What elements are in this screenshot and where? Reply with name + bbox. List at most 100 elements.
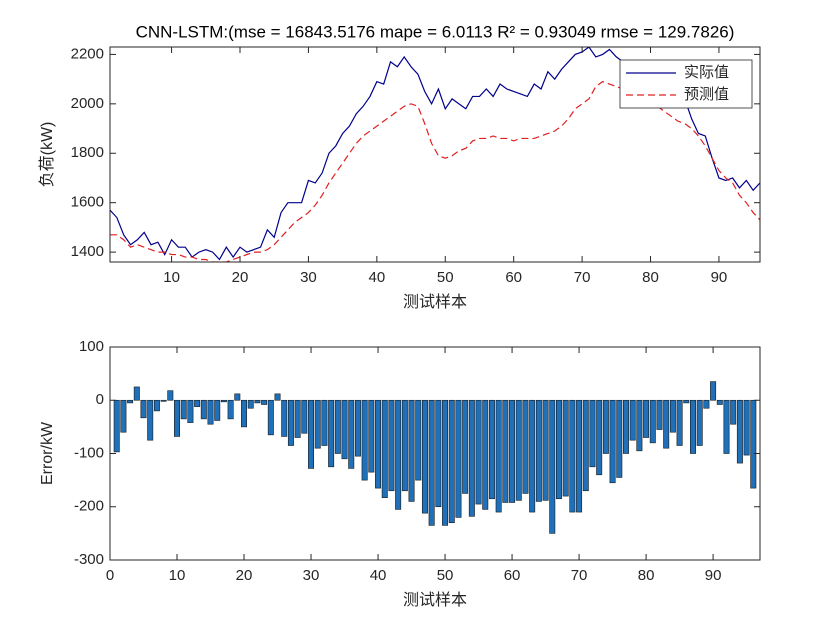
bar bbox=[736, 399, 743, 464]
bar bbox=[549, 399, 556, 534]
bar bbox=[656, 399, 663, 430]
x-tick-label: 40 bbox=[370, 567, 387, 584]
bar bbox=[616, 399, 623, 478]
bar bbox=[328, 399, 335, 468]
x-tick-label: 10 bbox=[169, 567, 186, 584]
legend-label: 预测值 bbox=[684, 86, 729, 103]
x-tick-label: 30 bbox=[300, 269, 317, 286]
bar bbox=[200, 399, 207, 420]
bar bbox=[314, 399, 321, 449]
bar bbox=[361, 399, 368, 481]
bar bbox=[509, 399, 516, 503]
bar bbox=[241, 399, 248, 428]
bar bbox=[368, 399, 375, 473]
x-tick-label: 30 bbox=[303, 567, 320, 584]
bar bbox=[207, 399, 214, 425]
bar bbox=[174, 399, 180, 437]
bar bbox=[388, 399, 395, 492]
bar bbox=[448, 399, 455, 524]
bar bbox=[187, 399, 194, 423]
bar bbox=[194, 399, 201, 407]
y-tick-label: 2200 bbox=[71, 45, 104, 62]
bar bbox=[636, 399, 643, 452]
bar bbox=[341, 399, 348, 460]
bar bbox=[596, 399, 603, 476]
bar bbox=[234, 393, 241, 401]
bar bbox=[301, 399, 308, 434]
bar bbox=[696, 399, 703, 446]
bar bbox=[676, 399, 683, 446]
bar bbox=[267, 399, 274, 436]
bar bbox=[153, 399, 160, 412]
x-tick-label: 20 bbox=[236, 567, 253, 584]
bar bbox=[569, 399, 576, 513]
bar bbox=[723, 399, 730, 454]
x-tick-label: 70 bbox=[571, 567, 588, 584]
bar bbox=[334, 399, 341, 454]
y-tick-label: 1400 bbox=[71, 243, 104, 260]
chart-title: CNN-LSTM:(mse = 16843.5176 mape = 6.0113… bbox=[136, 22, 735, 41]
bar bbox=[703, 399, 710, 409]
bar bbox=[113, 399, 120, 453]
x-tick-label: 50 bbox=[437, 567, 454, 584]
bar bbox=[408, 399, 415, 502]
bar bbox=[602, 399, 609, 454]
bar bbox=[220, 399, 227, 403]
bar bbox=[381, 399, 388, 498]
x-tick-label: 10 bbox=[163, 269, 180, 286]
bar bbox=[582, 399, 589, 492]
y-axis-label: 负荷(kW) bbox=[38, 122, 56, 188]
bar bbox=[462, 399, 469, 494]
y-tick-label: 0 bbox=[96, 391, 104, 408]
bar bbox=[375, 399, 382, 489]
bar bbox=[227, 399, 234, 420]
bar bbox=[435, 399, 442, 508]
bar bbox=[287, 399, 294, 446]
x-tick-label: 0 bbox=[106, 567, 114, 584]
y-tick-label: -300 bbox=[74, 551, 104, 568]
bar bbox=[730, 399, 737, 425]
bar bbox=[281, 399, 288, 437]
bar bbox=[683, 399, 690, 404]
x-tick-label: 80 bbox=[642, 269, 659, 286]
x-tick-label: 90 bbox=[711, 269, 728, 286]
x-tick-label: 60 bbox=[505, 269, 522, 286]
axes-box bbox=[109, 46, 761, 263]
bar bbox=[589, 399, 596, 468]
x-axis-label: 测试样本 bbox=[403, 591, 467, 609]
bar bbox=[609, 399, 616, 484]
bar bbox=[743, 399, 750, 456]
bar bbox=[395, 399, 402, 510]
bar bbox=[495, 399, 502, 513]
x-axis-label: 测试样本 bbox=[403, 293, 467, 311]
bar bbox=[120, 399, 127, 433]
bar bbox=[576, 399, 583, 513]
bar bbox=[133, 386, 140, 401]
y-tick-label: -200 bbox=[74, 498, 104, 515]
bar bbox=[308, 399, 315, 469]
bar bbox=[502, 399, 509, 503]
x-tick-label: 60 bbox=[504, 567, 521, 584]
bar bbox=[214, 399, 221, 421]
y-tick-label: 1600 bbox=[71, 194, 104, 211]
y-tick-label: 2000 bbox=[71, 95, 104, 112]
bar bbox=[428, 399, 435, 526]
bar bbox=[750, 399, 757, 489]
bar bbox=[555, 399, 562, 500]
bar bbox=[649, 399, 656, 444]
bar bbox=[643, 399, 650, 438]
bar bbox=[401, 399, 408, 492]
bar bbox=[629, 399, 636, 441]
bar bbox=[482, 399, 489, 510]
bar bbox=[488, 399, 495, 500]
bar bbox=[442, 399, 449, 526]
bar bbox=[529, 399, 536, 513]
bar bbox=[127, 399, 134, 404]
x-tick-label: 70 bbox=[574, 269, 591, 286]
bar bbox=[515, 399, 522, 501]
y-tick-label: 100 bbox=[79, 338, 104, 355]
bar bbox=[535, 399, 542, 502]
y-tick-label: 1800 bbox=[71, 144, 104, 161]
bar bbox=[354, 399, 361, 457]
